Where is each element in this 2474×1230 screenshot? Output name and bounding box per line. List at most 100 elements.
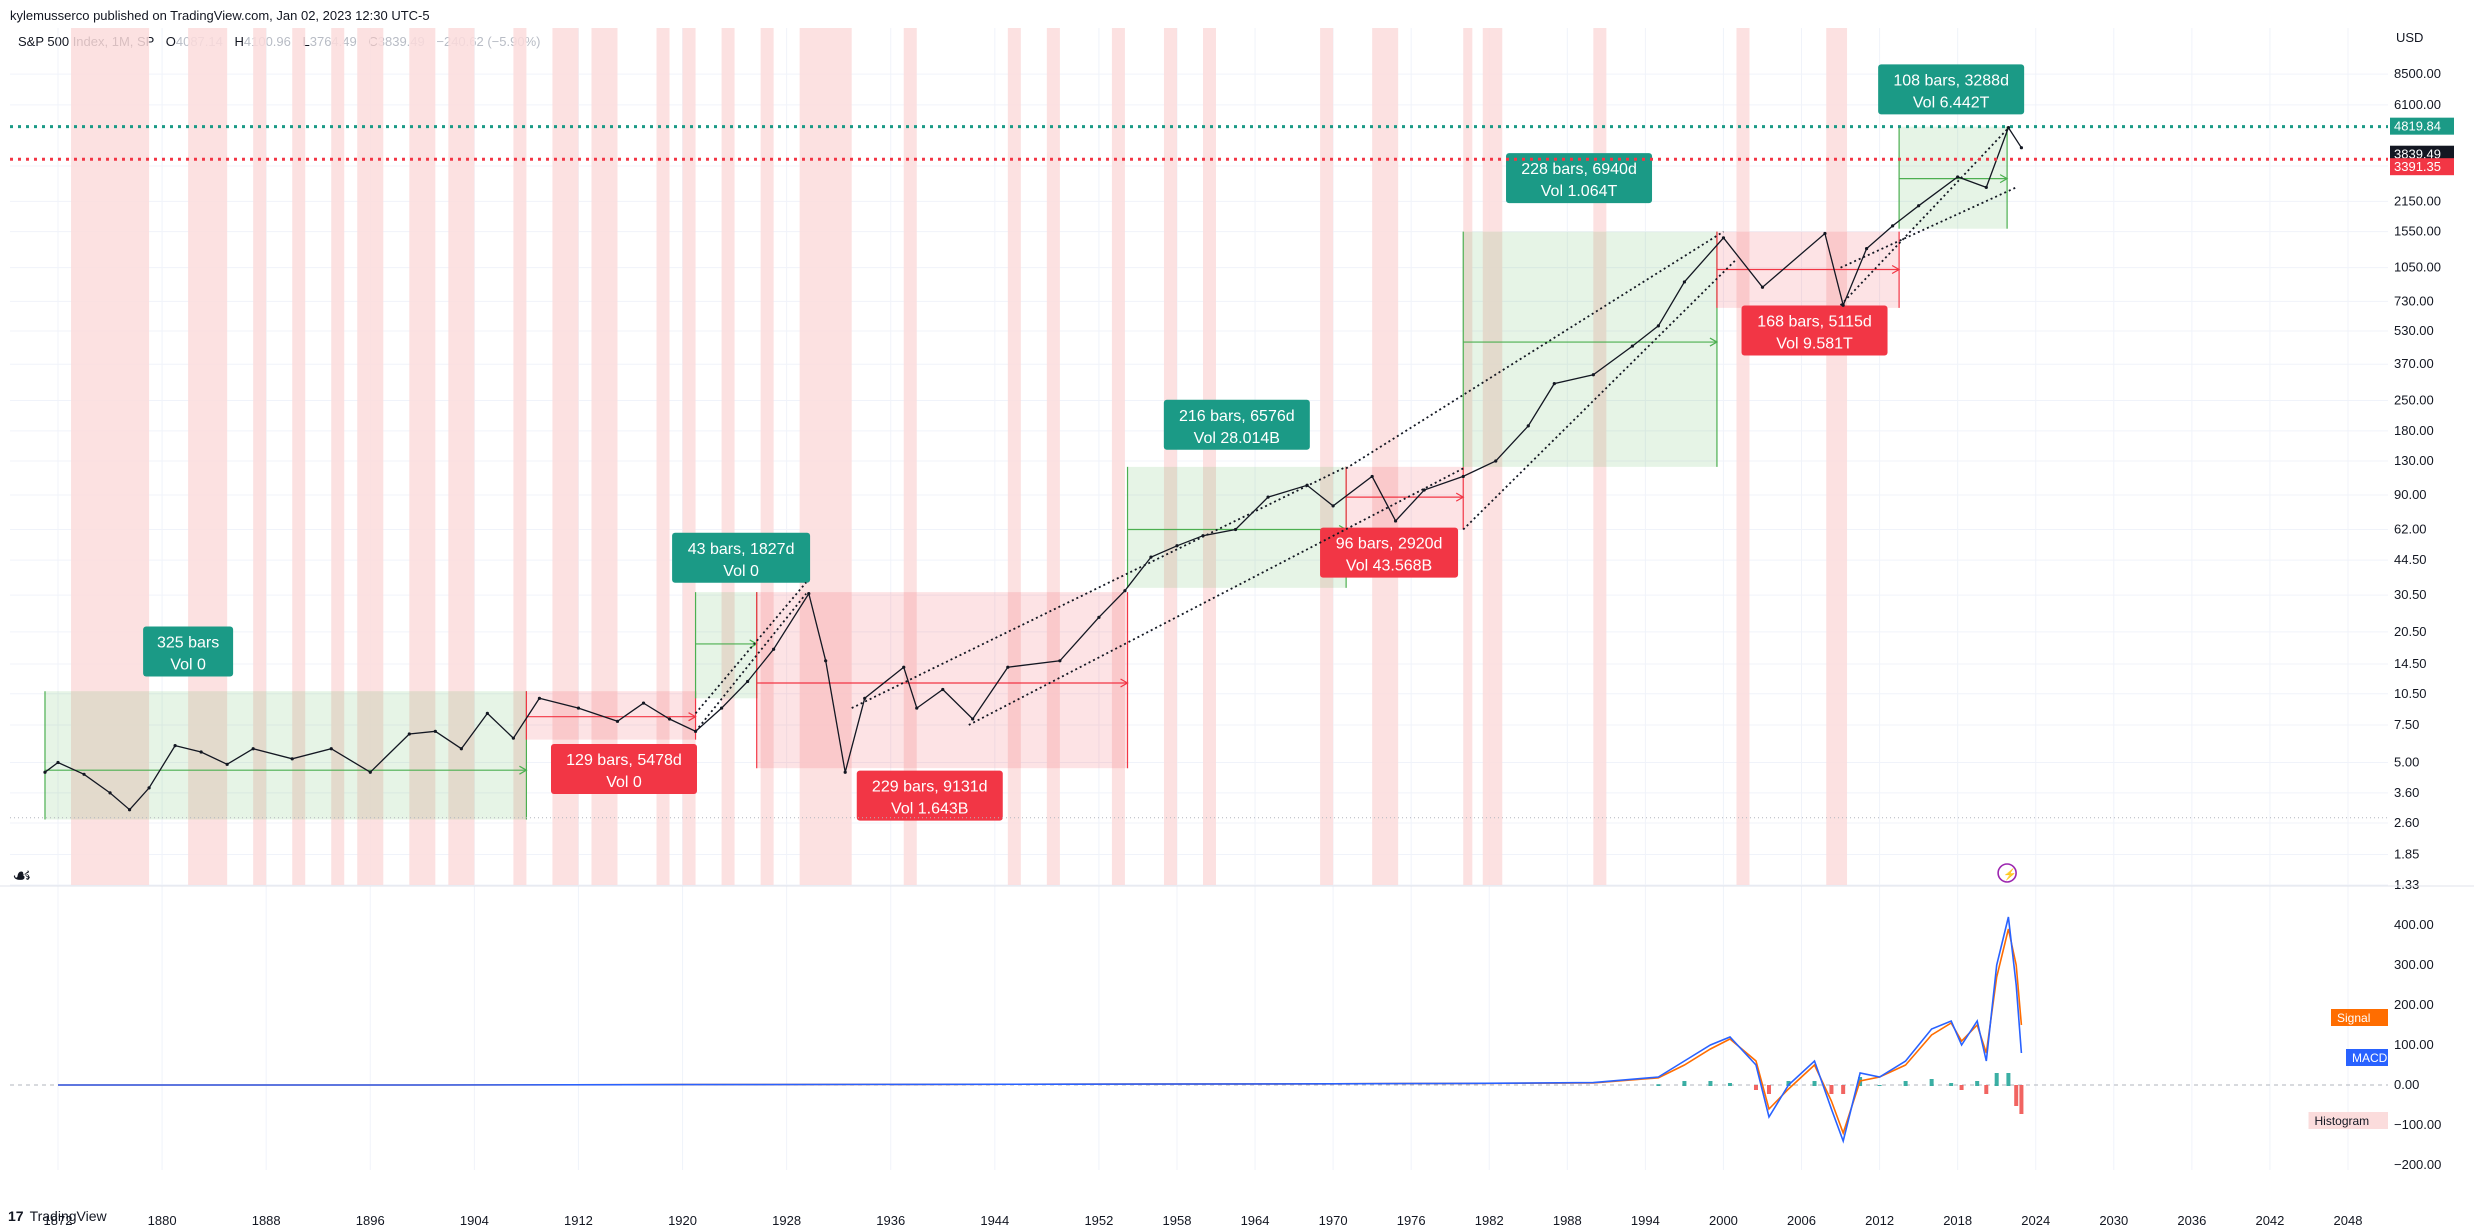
time-axis-label: 1944 [980,1213,1009,1228]
price-point [1760,285,1765,289]
price-point [1494,459,1498,463]
range-arrow [1709,337,1719,347]
macd-axis-label: 200.00 [2394,997,2434,1012]
time-axis-label: 1896 [356,1213,385,1228]
range-label-line-2: Vol 0 [170,657,206,674]
time-axis-label: 2024 [2021,1213,2050,1228]
price-point [772,647,776,651]
time-axis-label: 1872 [44,1213,73,1228]
price-axis-label: 90.00 [2394,487,2427,502]
range-label-box [1163,399,1310,450]
range-label-line-1: 228 bars, 6940d [1521,161,1637,178]
time-axis-label: 1988 [1553,1213,1582,1228]
price-point [2019,146,2024,150]
time-axis-label: 1880 [148,1213,177,1228]
histogram-bar [1753,1085,1758,1090]
histogram-bar [1727,1083,1732,1086]
macd-legend-tag [2346,1049,2388,1066]
time-axis-label: 2018 [1943,1213,1972,1228]
range-label-line-2: Vol 43.568B [1346,558,1432,575]
tradingview-logo-icon: 17 [8,1208,24,1224]
price-point [1864,247,1869,251]
price-point [1331,504,1335,508]
recession-band [721,28,735,885]
time-axis-label: 1958 [1163,1213,1192,1228]
price-point [1591,373,1595,377]
price-point [1823,231,1827,236]
range-label-line-2: Vol 9.581T [1776,335,1853,352]
axis-unit: USD [2396,30,2423,45]
macd-axis-label: 0.00 [2394,1077,2419,1092]
recession-band [903,28,917,885]
price-point [693,729,698,733]
time-axis-label: 1920 [668,1213,697,1228]
range-box [526,691,696,740]
footer-branding[interactable]: 17 TradingView [8,1208,107,1224]
recession-band [1463,28,1473,885]
price-point [1526,424,1530,428]
recession-band [682,28,696,885]
price-axis-label: 44.50 [2394,552,2427,567]
range-box [1463,231,1717,467]
macd-legend-label: MACD [2352,1051,2388,1065]
price-point [459,747,463,751]
range-label-line-1: 129 bars, 5478d [566,752,682,769]
price-axis-label: 6100.00 [2394,97,2441,112]
recession-band [253,28,267,885]
price-axis-label: 8500.00 [2394,66,2441,81]
range-box [756,592,1128,769]
macd-legend-label: Histogram [2315,1114,2370,1128]
trend-line [851,466,1347,709]
price-axis-label: 10.50 [2394,686,2427,701]
high-label: H [234,34,244,49]
range-label-box [550,743,697,794]
goto-start-icon: ☙ [12,863,32,888]
histogram-bar [2019,1085,2024,1114]
price-point [1201,534,1205,538]
recession-band [799,28,852,885]
price-point [127,808,132,812]
publish-line: kylemusserco published on TradingView.co… [10,8,430,23]
histogram-bar [1766,1085,1771,1094]
price-axis-label: 370.00 [2394,356,2434,371]
range-label-line-2: Vol 0 [606,774,642,791]
price-point [902,665,906,669]
range-label-line-1: 229 bars, 9131d [872,779,988,796]
time-axis-label: 2000 [1709,1213,1738,1228]
price-point [1422,488,1426,492]
price-point [511,736,515,740]
range-label-box [672,532,811,583]
price-point [1630,344,1634,348]
price-axis-label: 730.00 [2394,293,2434,308]
range-label-box [1741,305,1888,356]
price-point [199,750,203,754]
time-axis-label: 1964 [1241,1213,1270,1228]
recession-band [1046,28,1060,885]
price-point [1956,175,1960,179]
range-label-box [1878,64,2025,115]
recession-band [292,28,306,885]
histogram-bar [1949,1083,1954,1086]
recession-band [1482,28,1503,885]
time-axis-label: 1982 [1475,1213,1504,1228]
price-point [1233,527,1238,532]
recession-band [1593,28,1607,885]
range-label-box [856,770,1003,821]
price-point [1552,382,1556,386]
price-point [485,711,489,715]
time-axis-label: 1912 [564,1213,593,1228]
price-point [971,717,975,721]
recession-band [331,28,345,885]
price-point [1123,589,1127,593]
price-point [1891,224,1895,228]
recession-band [1320,28,1334,885]
price-axis-label: 1.85 [2394,846,2419,861]
histogram-bar [1877,1085,1882,1086]
price-axis-label: 2.60 [2394,815,2419,830]
price-point [1370,474,1374,479]
macd-axis-label: −100.00 [2394,1117,2441,1132]
range-arrow [688,712,697,722]
price-point [915,706,919,710]
price-point [407,732,411,736]
